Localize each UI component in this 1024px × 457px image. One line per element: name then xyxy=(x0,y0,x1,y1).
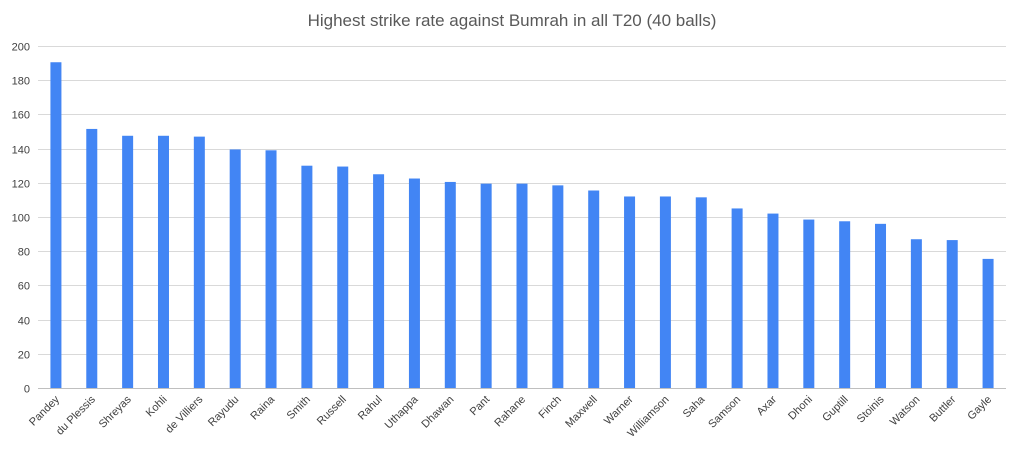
bar xyxy=(946,240,958,388)
x-tick-label: Smith xyxy=(285,394,313,422)
y-tick-label: 120 xyxy=(12,179,30,191)
y-tick-label: 80 xyxy=(18,247,30,259)
x-tick-label: Finch xyxy=(536,394,564,422)
x-tick-label: Russell xyxy=(315,394,349,428)
bar xyxy=(157,135,169,388)
x-tick-label: Dhawan xyxy=(419,394,456,431)
y-tick-label: 40 xyxy=(18,316,30,328)
bar xyxy=(480,183,492,388)
bar xyxy=(265,150,277,388)
y-tick-label: 180 xyxy=(12,76,30,88)
x-tick-label: Stoinis xyxy=(855,393,887,425)
x-tick-label: Uthappa xyxy=(383,393,422,432)
y-tick-label: 60 xyxy=(18,281,30,293)
bar xyxy=(301,165,313,388)
bar xyxy=(193,136,205,388)
bar xyxy=(695,197,707,388)
y-tick-label: 160 xyxy=(12,110,30,122)
x-tick-label: Raina xyxy=(248,393,277,422)
bar xyxy=(910,239,922,388)
bars xyxy=(50,62,994,389)
bar xyxy=(552,185,564,388)
x-tick-label: Samson xyxy=(706,394,743,431)
bar xyxy=(229,149,241,388)
x-tick-label: Rayudu xyxy=(206,394,241,429)
bar xyxy=(122,135,134,388)
bar xyxy=(767,213,779,388)
y-tick-label: 100 xyxy=(12,213,30,225)
bar xyxy=(86,128,98,388)
x-tick-label: Buttler xyxy=(927,393,958,424)
x-tick-label: Rahul xyxy=(356,394,385,423)
y-tick-label: 140 xyxy=(12,145,30,157)
x-tick-label: Guptill xyxy=(820,394,851,425)
bar xyxy=(337,166,349,388)
x-tick-label: Pandey xyxy=(27,393,62,428)
x-tick-label: Pant xyxy=(468,394,492,418)
x-tick-label: Saha xyxy=(681,393,708,420)
bar xyxy=(875,223,887,388)
x-tick-label: Dhoni xyxy=(786,394,815,423)
chart-title: Highest strike rate against Bumrah in al… xyxy=(308,11,717,30)
x-tick-label: Rahane xyxy=(492,394,528,430)
bar xyxy=(373,174,385,388)
y-tick-label: 0 xyxy=(24,384,30,396)
x-tick-label: Gayle xyxy=(965,394,994,423)
bar xyxy=(839,221,851,388)
bar xyxy=(731,208,743,388)
bar xyxy=(444,181,456,388)
bar xyxy=(50,62,62,389)
bar xyxy=(516,183,528,388)
bar xyxy=(624,196,636,388)
x-tick-label: Kohli xyxy=(144,394,170,420)
bar xyxy=(803,219,815,388)
y-tick-label: 200 xyxy=(12,42,30,54)
y-axis-ticks: 0 20 40 60 80 100 120 140 160 180 200 xyxy=(12,42,30,396)
x-tick-label: Maxwell xyxy=(563,394,600,431)
x-tick-label: Shreyas xyxy=(97,393,134,430)
x-tick-label: de Villiers xyxy=(163,393,205,435)
bar xyxy=(982,258,994,388)
y-tick-label: 20 xyxy=(18,350,30,362)
bar xyxy=(408,178,420,388)
bar xyxy=(659,196,671,388)
x-tick-label: Axar xyxy=(755,393,780,418)
x-tick-label: Warner xyxy=(602,393,636,427)
x-tick-label: Watson xyxy=(888,394,923,429)
x-tick-label: du Plessis xyxy=(54,393,98,437)
bar xyxy=(588,190,600,388)
